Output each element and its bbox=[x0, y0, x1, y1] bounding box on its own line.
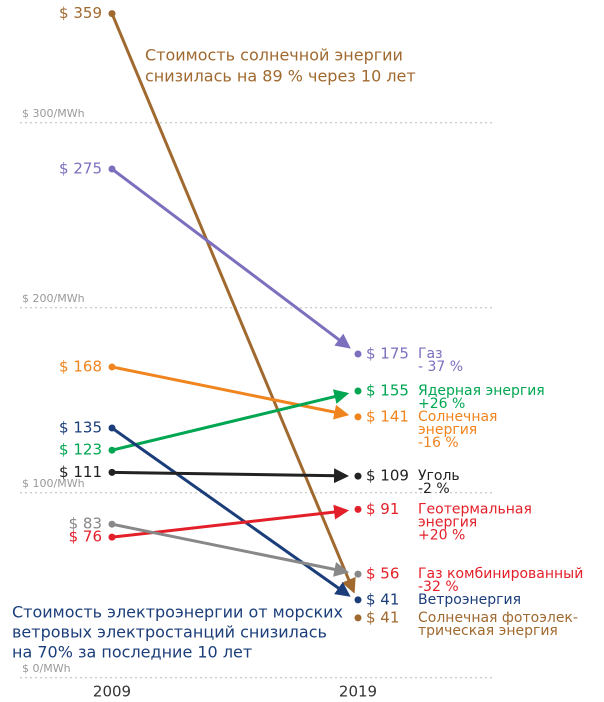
end-dot bbox=[354, 614, 362, 622]
slope-line bbox=[110, 13, 356, 594]
end-label: $ 109 bbox=[366, 467, 409, 485]
end-dot bbox=[354, 387, 362, 395]
x-tick-label: 2009 bbox=[93, 683, 131, 701]
series-name: энергия bbox=[418, 514, 477, 530]
start-dot bbox=[108, 468, 116, 476]
end-dot bbox=[354, 596, 362, 604]
series-change: +26 % bbox=[418, 396, 465, 412]
slope-line bbox=[111, 365, 350, 420]
start-label: $ 275 bbox=[59, 160, 102, 178]
y-tick-label: $ 200/MWh bbox=[22, 292, 85, 305]
series-change: +20 % bbox=[418, 527, 465, 543]
end-label: $ 91 bbox=[366, 500, 399, 518]
end-dot bbox=[354, 472, 362, 480]
series-name: трическая энергия bbox=[418, 623, 558, 639]
series-name: Ветроэнергия bbox=[418, 592, 521, 608]
start-dot bbox=[108, 363, 116, 371]
start-label: $ 111 bbox=[59, 463, 102, 481]
annotation: Стоимость электроэнергии от морских bbox=[12, 603, 343, 622]
start-dot bbox=[108, 446, 116, 454]
annotation: Стоимость солнечной энергии bbox=[145, 46, 403, 65]
series-name: Газ комбинированный bbox=[418, 566, 583, 582]
start-dot bbox=[108, 165, 116, 173]
x-tick-label: 2019 bbox=[339, 683, 377, 701]
start-dot bbox=[108, 10, 116, 18]
slope-line bbox=[111, 522, 350, 577]
end-dot bbox=[354, 505, 362, 513]
annotation: снизилась на 89 % через 10 лет bbox=[145, 67, 416, 86]
y-tick-label: $ 0/MWh bbox=[22, 662, 71, 675]
end-label: $ 155 bbox=[366, 382, 409, 400]
end-label: $ 56 bbox=[366, 565, 399, 583]
y-tick-label: $ 100/MWh bbox=[22, 477, 85, 490]
series-change: -16 % bbox=[418, 435, 459, 451]
end-label: $ 41 bbox=[366, 608, 399, 626]
slope-line bbox=[111, 426, 351, 597]
annotation: на 70% за последние 10 лет bbox=[12, 643, 252, 662]
end-label: $ 175 bbox=[366, 345, 409, 363]
start-label: $ 135 bbox=[59, 419, 102, 437]
start-dot bbox=[108, 533, 116, 541]
series-name: энергия bbox=[418, 422, 477, 438]
annotation: ветровых электростанций снизилась bbox=[12, 623, 327, 642]
end-label: $ 141 bbox=[366, 407, 409, 425]
start-label: $ 76 bbox=[69, 528, 102, 546]
end-dot bbox=[354, 413, 362, 421]
slope-line bbox=[111, 504, 350, 539]
y-tick-label: $ 300/MWh bbox=[22, 107, 85, 120]
start-label: $ 359 bbox=[59, 4, 102, 22]
end-dot bbox=[354, 350, 362, 358]
start-dot bbox=[108, 520, 116, 528]
series-name: Геотермальная bbox=[418, 501, 532, 517]
series-name: Солнечная фотоэлек- bbox=[418, 610, 578, 626]
series-change: -32 % bbox=[418, 579, 459, 595]
end-dot bbox=[354, 570, 362, 578]
slope-line bbox=[111, 389, 350, 452]
series-change: -2 % bbox=[418, 481, 450, 497]
series-change: - 37 % bbox=[418, 359, 463, 375]
series-name: Уголь bbox=[418, 468, 460, 484]
slope-line bbox=[111, 167, 351, 349]
start-dot bbox=[108, 424, 116, 432]
end-label: $ 41 bbox=[366, 590, 399, 608]
start-label: $ 123 bbox=[59, 441, 102, 459]
slope-line bbox=[111, 468, 350, 484]
series-name: Ядерная энергия bbox=[418, 383, 545, 399]
series-name: Газ bbox=[418, 346, 443, 362]
series-name: Солнечная bbox=[418, 409, 497, 425]
start-label: $ 83 bbox=[69, 515, 102, 533]
start-label: $ 168 bbox=[59, 357, 102, 375]
